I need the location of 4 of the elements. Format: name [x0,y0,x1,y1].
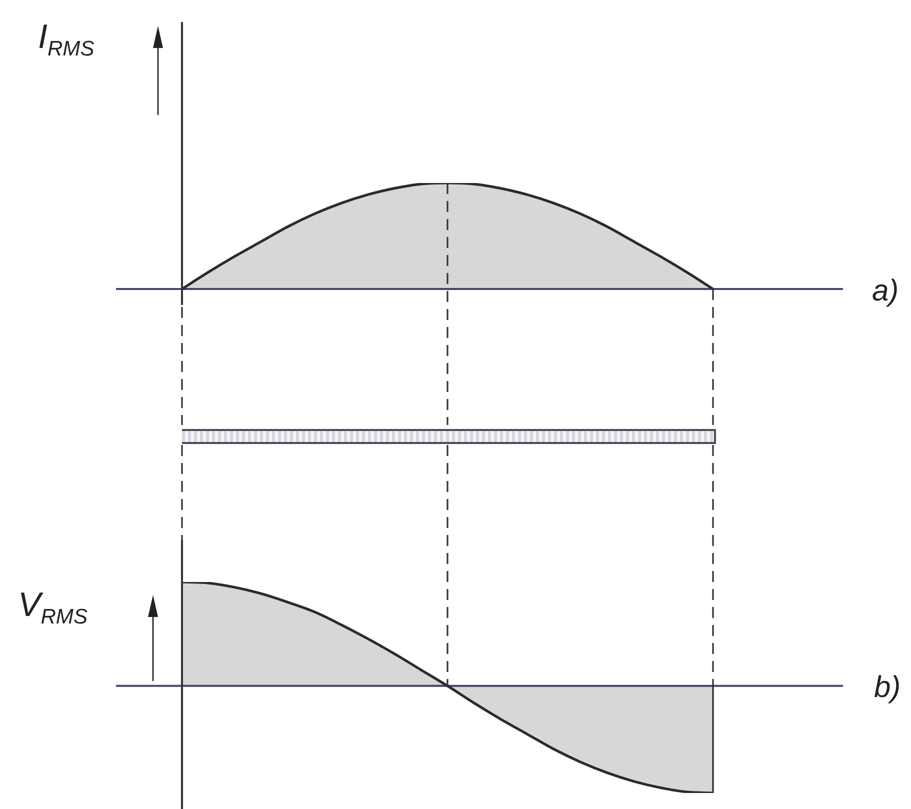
y-axis-title: I$_{RMS}$ [38,18,94,60]
text: b) [874,671,901,704]
y-axis-title: V$_{RMS}$ [18,586,88,628]
text: a) [872,274,899,308]
